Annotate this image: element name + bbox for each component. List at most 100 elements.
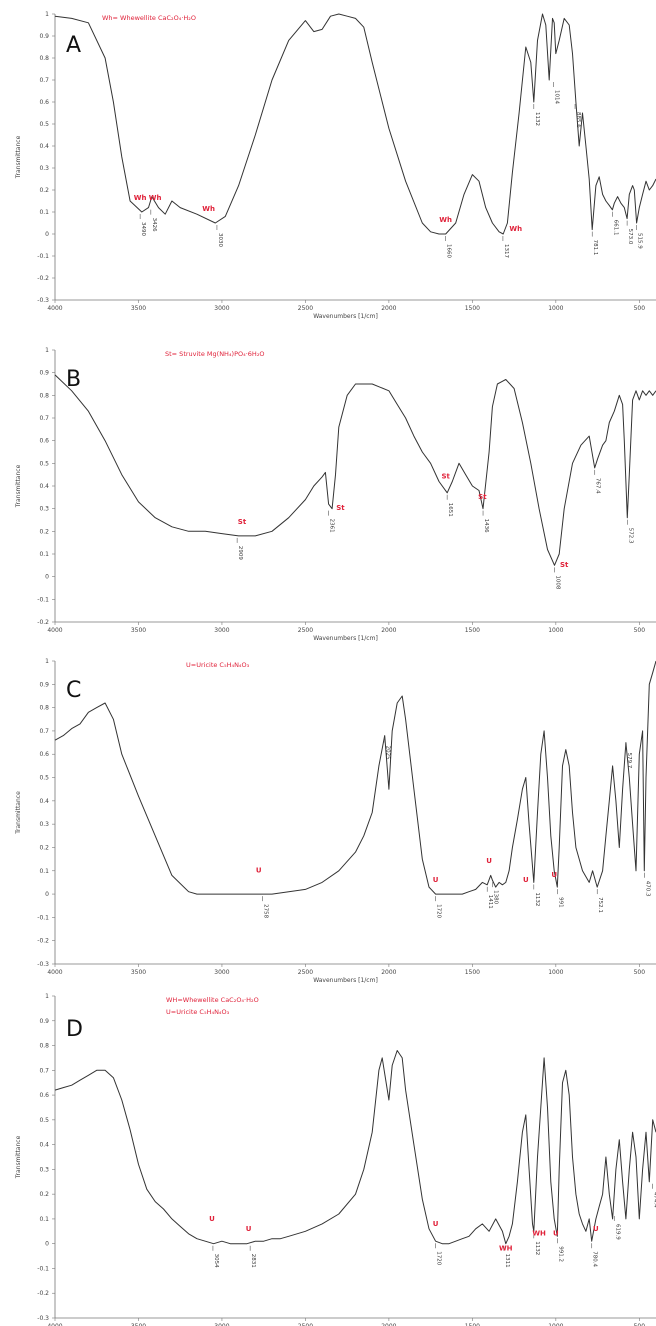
y-axis-label: Transmittance (15, 135, 22, 179)
peak-label: 474.4 (653, 1192, 656, 1208)
x-tick-label: 2500 (298, 969, 313, 976)
legend-entry: U=Uricite C₅H₄N₄O₃ (186, 661, 250, 669)
x-tick-label: 4000 (47, 305, 62, 312)
x-tick-label: 3000 (214, 627, 229, 634)
peak-label: 885.6 (575, 112, 581, 128)
peak-label: 991 (557, 897, 563, 908)
peak-label: 619.9 (614, 1224, 620, 1240)
mineral-annotation: U (209, 1215, 215, 1223)
y-tick-label: 0.2 (39, 1191, 49, 1198)
y-tick-label: 0.5 (39, 1117, 49, 1124)
y-tick-label: 0.1 (39, 1216, 49, 1223)
peak-label: 1436 (483, 519, 489, 533)
x-tick-label: 1000 (548, 627, 563, 634)
y-tick-label: -0.1 (37, 596, 49, 603)
peak-label: 1651 (447, 503, 453, 517)
y-tick-label: 0.6 (39, 438, 49, 445)
x-tick-label: 500 (634, 627, 646, 634)
x-tick-label: 4000 (47, 969, 62, 976)
x-tick-label: 3000 (214, 1323, 229, 1326)
peak-label: 3490 (140, 222, 146, 236)
x-tick-label: 1500 (465, 969, 480, 976)
mineral-annotation: U (523, 876, 529, 884)
y-tick-label: 0.9 (39, 1018, 49, 1025)
x-tick-label: 3500 (131, 305, 146, 312)
mineral-annotation: U (433, 1220, 439, 1228)
y-tick-label: 0.6 (39, 99, 49, 106)
y-tick-label: 0.8 (39, 392, 49, 399)
y-axis-label: Transmittance (15, 1135, 22, 1179)
peak-label: 1008 (554, 575, 560, 589)
y-tick-label: 0.3 (39, 1166, 49, 1173)
peak-label: 3426 (151, 218, 157, 232)
y-tick-label: 0.4 (39, 798, 49, 805)
peak-label: 2831 (250, 1254, 256, 1268)
y-tick-label: 0.2 (39, 187, 49, 194)
peak-label: 1311 (504, 1254, 510, 1268)
y-tick-label: 0 (45, 231, 49, 238)
x-tick-label: 2500 (298, 305, 313, 312)
peak-label: 572.3 (627, 528, 633, 544)
x-tick-label: 1500 (465, 1323, 480, 1326)
x-axis-label: Wavenumbers [1/cm] (313, 977, 378, 984)
peak-label: 3054 (213, 1254, 219, 1268)
y-tick-label: 0.7 (39, 728, 49, 735)
y-tick-label: 0.7 (39, 415, 49, 422)
spectrum-line (54, 660, 656, 895)
peak-label: 2025 (385, 746, 391, 760)
y-tick-label: 0.7 (39, 1067, 49, 1074)
peak-label: 1411 (487, 895, 493, 909)
peak-label: 1720 (436, 1251, 442, 1265)
y-tick-label: 0.4 (39, 143, 49, 150)
spectrum-line (54, 13, 656, 235)
legend-entry: Wh= Whewellite CaC₂O₄·H₂O (102, 14, 196, 22)
spectrum-panel-d: -0.3 -0.2 -0.1 0 0.1 0.2 0.3 0.4 0.5 0.6 0.7 0.8 0.9… (15, 993, 656, 1326)
mineral-annotation: St (238, 518, 247, 526)
spectrum-panel-c: -0.3 -0.2 -0.1 0 0.1 0.2 0.3 0.4 0.5 0.6 0.7 0.8 0.9… (15, 658, 656, 984)
spectrum-panel-a: -0.3 -0.2 -0.1 0 0.1 0.2 0.3 0.4 0.5 0.6 0.7 0.8 0.9… (15, 11, 656, 320)
peak-label: 991.2 (557, 1246, 563, 1262)
y-tick-label: -0.2 (37, 1290, 49, 1297)
mineral-annotation: St (336, 504, 345, 512)
y-tick-label: -0.1 (37, 1265, 49, 1272)
x-tick-label: 3000 (214, 305, 229, 312)
panel-letter: A (66, 33, 81, 58)
mineral-annotation: Wh (202, 205, 215, 213)
spectrum-panel-b: -0.2 -0.1 0 0.1 0.2 0.3 0.4 0.5 0.6 0.7 0.8 0.9 1 400… (15, 347, 656, 642)
peak-label: 1380 (492, 890, 498, 904)
y-tick-label: 0.7 (39, 77, 49, 84)
mineral-annotation: Wh (509, 225, 522, 233)
mineral-annotation: Wh (149, 194, 162, 202)
peak-label: 2909 (237, 546, 243, 560)
mineral-annotation: St (560, 561, 569, 569)
y-tick-label: 0.8 (39, 1043, 49, 1050)
peak-label: 767.4 (595, 478, 601, 494)
peak-label: 1317 (503, 244, 509, 258)
y-tick-label: -0.3 (37, 297, 49, 304)
x-axis-label: Wavenumbers [1/cm] (313, 635, 378, 642)
x-axis-label: Wavenumbers [1/cm] (313, 313, 378, 320)
y-tick-label: 0.2 (39, 844, 49, 851)
y-tick-label: -0.1 (37, 914, 49, 921)
panel-letter: B (66, 367, 81, 392)
y-tick-label: 1 (45, 658, 49, 665)
peak-label: 1132 (534, 112, 540, 126)
y-tick-label: 0.8 (39, 55, 49, 62)
y-tick-label: 0.9 (39, 33, 49, 40)
panel-letter: C (66, 678, 81, 703)
legend-entry: U=Uricite C₅H₄N₄O₃ (166, 1008, 230, 1016)
x-tick-label: 2500 (298, 1323, 313, 1326)
x-tick-label: 500 (634, 969, 646, 976)
mineral-annotation: U (551, 871, 557, 879)
x-tick-label: 4000 (47, 627, 62, 634)
peak-label: 470.3 (644, 881, 650, 897)
legend-entry: WH=Whewellite CaC₂O₄·H₂O (166, 996, 259, 1004)
x-tick-label: 2000 (381, 305, 396, 312)
mineral-annotation: WH (499, 1245, 513, 1253)
y-tick-label: 0.8 (39, 705, 49, 712)
y-tick-label: 0.1 (39, 551, 49, 558)
peak-label: 573.0 (627, 229, 633, 245)
y-tick-label: 0.5 (39, 775, 49, 782)
mineral-annotation: U (256, 866, 262, 874)
y-tick-label: 1 (45, 11, 49, 18)
